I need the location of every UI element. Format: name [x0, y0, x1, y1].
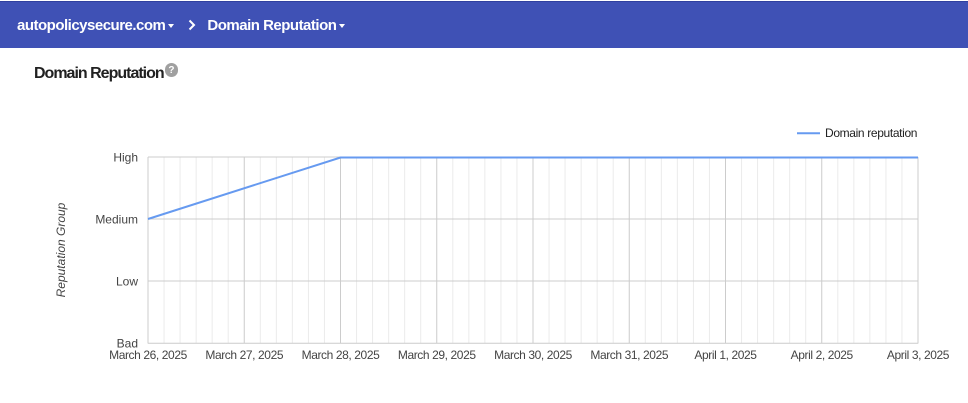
- svg-text:March 28, 2025: March 28, 2025: [302, 348, 381, 362]
- svg-text:Domain reputation: Domain reputation: [825, 126, 917, 140]
- svg-text:March 31, 2025: March 31, 2025: [590, 348, 669, 362]
- svg-text:Low: Low: [116, 275, 138, 289]
- svg-text:Reputation Group: Reputation Group: [54, 202, 68, 297]
- svg-text:March 30, 2025: March 30, 2025: [494, 348, 573, 362]
- svg-text:Medium: Medium: [95, 213, 138, 227]
- svg-text:April 2, 2025: April 2, 2025: [791, 348, 854, 362]
- svg-text:April 1, 2025: April 1, 2025: [694, 348, 757, 362]
- svg-text:March 29, 2025: March 29, 2025: [398, 348, 477, 362]
- svg-text:April 3, 2025: April 3, 2025: [887, 348, 950, 362]
- svg-text:March 26, 2025: March 26, 2025: [109, 348, 188, 362]
- svg-text:Bad: Bad: [117, 337, 138, 351]
- svg-text:High: High: [113, 151, 138, 165]
- svg-text:March 27, 2025: March 27, 2025: [205, 348, 284, 362]
